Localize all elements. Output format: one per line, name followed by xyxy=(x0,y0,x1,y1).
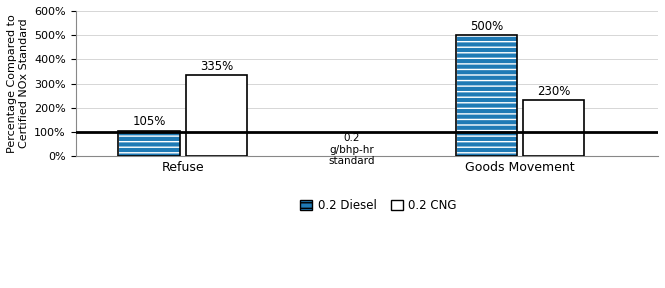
Text: 335%: 335% xyxy=(200,60,233,73)
Text: 0.2
g/bhp-hr
standard: 0.2 g/bhp-hr standard xyxy=(329,133,375,166)
Text: 230%: 230% xyxy=(537,85,571,98)
Y-axis label: Percentage Compared to
Certified NOx Standard: Percentage Compared to Certified NOx Sta… xyxy=(7,14,29,153)
Text: 500%: 500% xyxy=(469,20,503,33)
Text: 105%: 105% xyxy=(132,115,166,128)
Legend: 0.2 Diesel, 0.2 CNG: 0.2 Diesel, 0.2 CNG xyxy=(295,195,462,217)
Bar xyxy=(456,35,517,156)
Bar xyxy=(186,75,247,156)
Bar xyxy=(456,35,517,156)
Bar xyxy=(118,131,180,156)
Bar xyxy=(523,101,585,156)
Bar xyxy=(118,131,180,156)
